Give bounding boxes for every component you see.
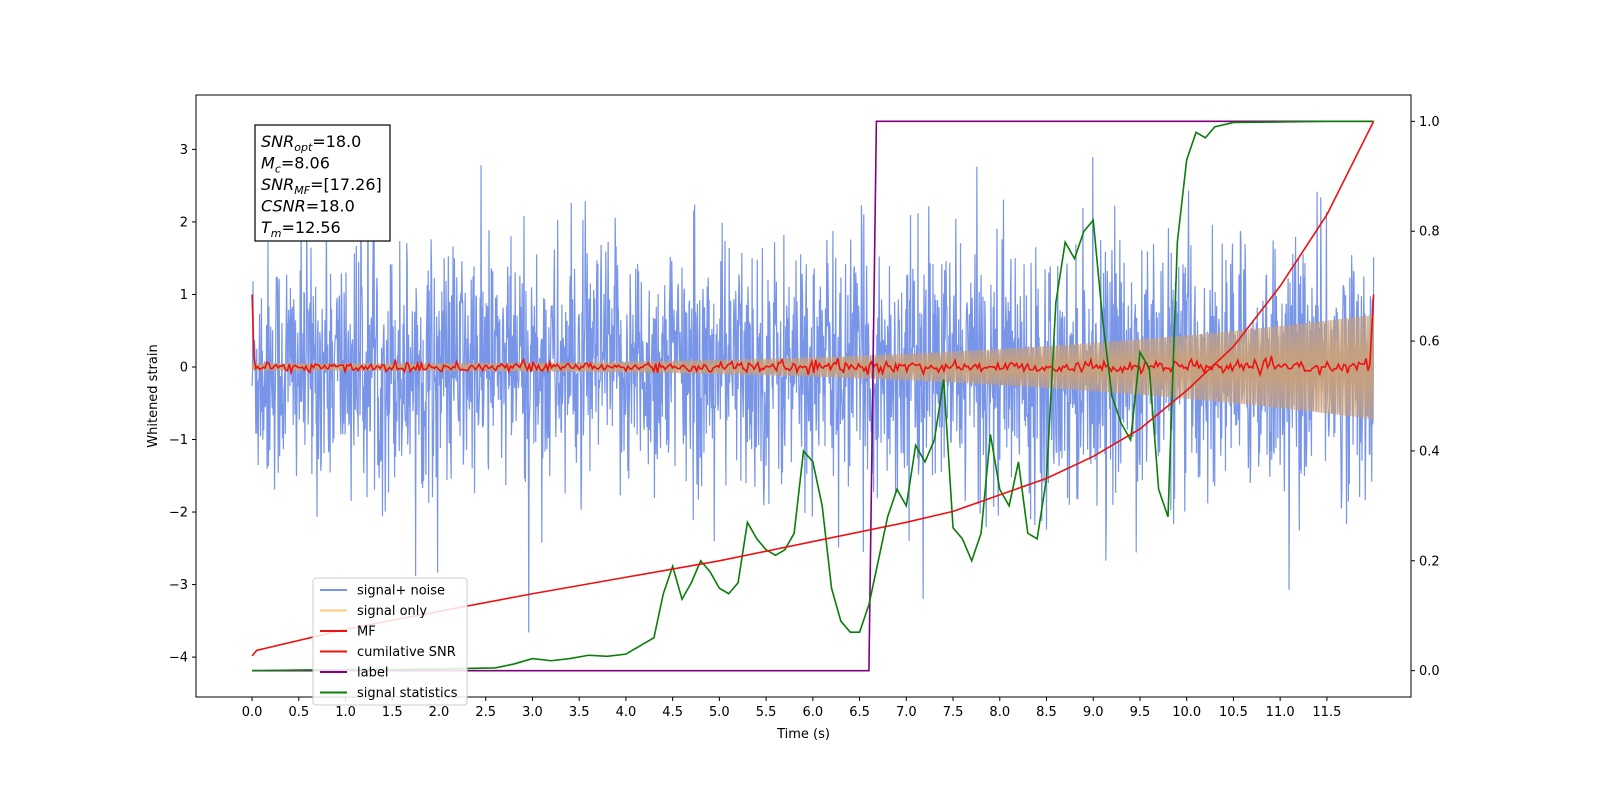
x-tick-label: 5.0 xyxy=(709,705,730,720)
y-tick-label: 2 xyxy=(180,215,188,230)
legend-entry: cumilative SNR xyxy=(357,645,456,660)
annotation-line: SNRMF=[17.26] xyxy=(261,175,382,197)
y2-tick-label: 0.6 xyxy=(1419,335,1440,350)
mf-line xyxy=(251,294,1375,378)
x-tick-label: 1.5 xyxy=(382,705,403,720)
x-tick-label: 8.5 xyxy=(1036,705,1057,720)
x-tick-label: 10.5 xyxy=(1219,705,1248,720)
annotation-line: SNRopt=18.0 xyxy=(261,132,361,154)
y-tick-label: −1 xyxy=(169,433,188,448)
legend-entry: MF xyxy=(357,625,376,640)
annotation-line: CSNR=18.0 xyxy=(261,197,355,216)
x-tick-label: 11.0 xyxy=(1266,705,1295,720)
x-tick-label: 8.0 xyxy=(989,705,1010,720)
annotation-line: Tm=12.56 xyxy=(261,218,341,240)
legend-entry: signal only xyxy=(357,604,427,619)
y2-tick-label: 0.2 xyxy=(1419,554,1440,569)
y-tick-label: −2 xyxy=(169,506,188,521)
legend-entry: signal statistics xyxy=(357,686,458,701)
signal-only-series xyxy=(251,314,1375,420)
x-tick-label: 9.5 xyxy=(1130,705,1151,720)
x-tick-label: 6.0 xyxy=(803,705,824,720)
y2-tick-label: 1.0 xyxy=(1419,115,1440,130)
annotation-box: SNRopt=18.0Mc=8.06SNRMF=[17.26]CSNR=18.0… xyxy=(254,124,391,242)
x-tick-label: 2.0 xyxy=(429,705,450,720)
legend-frame xyxy=(312,577,468,706)
y2-tick-label: 0.4 xyxy=(1419,444,1440,459)
y-tick-label: 3 xyxy=(180,143,188,158)
annotation-line: Mc=8.06 xyxy=(261,154,330,176)
x-tick-label: 4.5 xyxy=(662,705,683,720)
annotation-frame xyxy=(254,124,391,242)
x-tick-label: 3.5 xyxy=(569,705,590,720)
y-axis-left: 3 2 1 0 −1 −2 −3 −4 xyxy=(169,143,196,666)
legend-entry: signal+ noise xyxy=(357,584,445,599)
y2-tick-label: 0.0 xyxy=(1419,664,1440,679)
x-tick-label: 7.5 xyxy=(943,705,964,720)
signal-statistics-line xyxy=(252,120,1374,672)
x-tick-label: 1.0 xyxy=(335,705,356,720)
x-tick-label: 4.0 xyxy=(616,705,637,720)
x-tick-label: 7.0 xyxy=(896,705,917,720)
signal-only-line xyxy=(251,314,1375,420)
signal-plus-noise-line xyxy=(251,132,1375,633)
label-line xyxy=(252,120,1374,672)
x-tick-label: 0.5 xyxy=(288,705,309,720)
x-tick-label: 5.5 xyxy=(756,705,777,720)
x-tick-label: 2.5 xyxy=(475,705,496,720)
x-tick-label: 3.0 xyxy=(522,705,543,720)
plot-frame xyxy=(195,94,1412,698)
y-tick-label: 0 xyxy=(180,360,188,375)
x-tick-label: 10.0 xyxy=(1172,705,1201,720)
legend-entry: label xyxy=(357,666,388,681)
y-tick-label: −3 xyxy=(169,578,188,593)
x-tick-label: 9.0 xyxy=(1083,705,1104,720)
y2-tick-label: 0.8 xyxy=(1419,225,1440,240)
y-axis-label: Whitened strain xyxy=(146,344,161,447)
mf-series xyxy=(251,294,1375,378)
y-tick-label: −4 xyxy=(169,651,188,666)
y-axis-right: 0.0 0.2 0.4 0.6 0.8 1.0 xyxy=(1411,115,1440,679)
x-tick-label: 0.0 xyxy=(242,705,263,720)
x-axis-label: Time (s) xyxy=(776,727,830,742)
signal-plus-noise-series xyxy=(251,132,1375,633)
legend: signal+ noise signal only MF cumilative SNR… xyxy=(312,577,468,706)
x-tick-label: 6.5 xyxy=(849,705,870,720)
x-tick-label: 11.5 xyxy=(1312,705,1341,720)
x-axis: 0.0 0.5 1.0 1.5 2.0 2.5 3.0 3.5 4.0 4.5 5.0 5.5 6.0 6… xyxy=(242,697,1341,720)
y-tick-label: 1 xyxy=(180,288,188,303)
